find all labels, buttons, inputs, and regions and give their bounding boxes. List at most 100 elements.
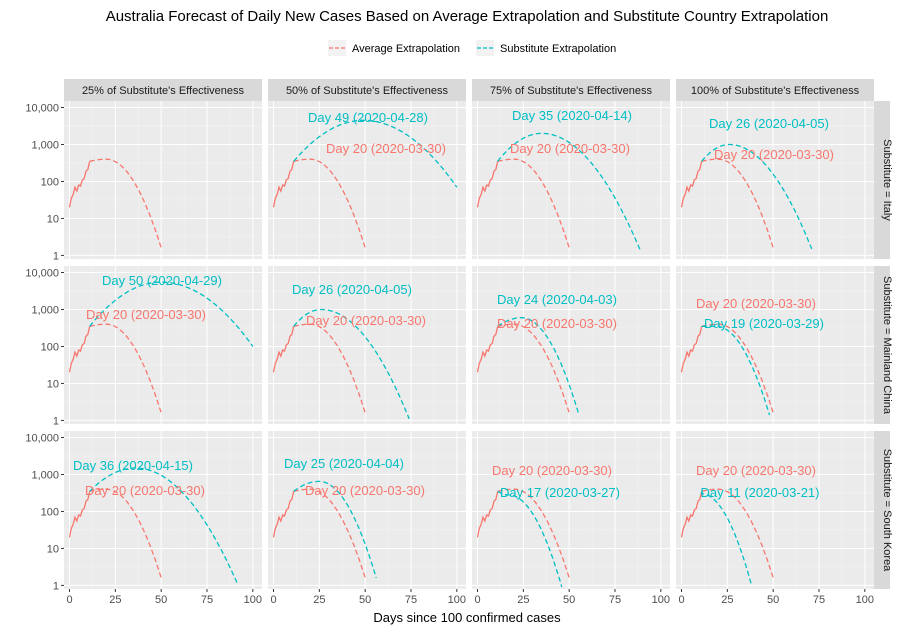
panel-background: [472, 101, 670, 259]
substitute-peak-label: Day 50 (2020-04-29): [102, 273, 222, 288]
substitute-peak-label: Day 49 (2020-04-28): [308, 110, 428, 125]
substitute-extrapolation-line: [701, 325, 771, 416]
observed-line: [680, 326, 703, 373]
average-extrapolation-line: [89, 488, 162, 579]
x-tick-label: 50: [563, 594, 575, 606]
average-peak-label: Day 20 (2020-03-30): [306, 313, 426, 328]
row-strip: [870, 266, 890, 424]
x-tick-label: 100: [856, 594, 874, 606]
panel-background: [64, 431, 262, 589]
average-peak-label: Day 20 (2020-03-30): [326, 141, 446, 156]
observed-line: [68, 161, 91, 208]
panel-background: [268, 431, 466, 589]
legend-label-substitute: Substitute Extrapolation: [500, 43, 616, 55]
observed-line: [476, 326, 499, 373]
x-tick-label: 100: [652, 594, 670, 606]
substitute-peak-label: Day 17 (2020-03-27): [500, 485, 620, 500]
average-extrapolation-line: [89, 323, 162, 414]
substitute-extrapolation-line: [293, 308, 410, 420]
y-tick-label: 1,000: [31, 139, 59, 151]
y-tick-label: 10: [47, 213, 59, 225]
substitute-extrapolation-line: [293, 480, 377, 579]
substitute-peak-label: Day 24 (2020-04-03): [497, 292, 617, 307]
average-peak-label: Day 20 (2020-03-30): [696, 463, 816, 478]
average-extrapolation-line: [497, 158, 570, 249]
average-peak-label: Day 20 (2020-03-30): [492, 463, 612, 478]
legend-label-average: Average Extrapolation: [352, 43, 460, 55]
panel-background: [676, 101, 874, 259]
row-strip: [870, 431, 890, 589]
panel-background: [64, 101, 262, 259]
y-tick-label: 10,000: [25, 433, 59, 445]
y-tick-label: 100: [41, 506, 59, 518]
average-extrapolation-line: [701, 488, 774, 579]
column-strip-label: 100% of Substitute's Effectiveness: [691, 85, 860, 97]
substitute-peak-label: Day 36 (2020-04-15): [73, 458, 193, 473]
x-tick-label: 100: [448, 594, 466, 606]
substitute-peak-label: Day 11 (2020-03-21): [701, 485, 820, 500]
x-tick-label: 75: [813, 594, 825, 606]
substitute-extrapolation-line: [497, 132, 642, 252]
y-tick-label: 1: [53, 415, 59, 427]
average-extrapolation-line: [293, 323, 366, 414]
y-tick-label: 100: [41, 341, 59, 353]
average-peak-label: Day 20 (2020-03-30): [305, 483, 425, 498]
substitute-extrapolation-line: [701, 491, 752, 585]
substitute-extrapolation-line: [293, 119, 458, 188]
x-tick-label: 0: [474, 594, 480, 606]
x-tick-label: 0: [678, 594, 684, 606]
column-strip: [676, 79, 874, 101]
average-extrapolation-line: [497, 323, 570, 414]
substitute-peak-label: Day 26 (2020-04-05): [709, 116, 829, 131]
panel-background: [472, 266, 670, 424]
y-tick-label: 10,000: [25, 103, 59, 115]
panel-background: [676, 266, 874, 424]
substitute-peak-label: Day 19 (2020-03-29): [704, 316, 824, 331]
average-extrapolation-line: [701, 158, 774, 249]
average-extrapolation-line: [701, 323, 774, 414]
average-peak-label: Day 20 (2020-03-30): [510, 141, 630, 156]
panel-background: [472, 431, 670, 589]
observed-line: [272, 491, 295, 538]
x-tick-label: 75: [201, 594, 213, 606]
x-tick-label: 50: [359, 594, 371, 606]
row-strip-label: Substitute = Italy: [881, 139, 893, 221]
observed-line: [680, 161, 703, 208]
substitute-extrapolation-line: [89, 281, 254, 347]
y-tick-label: 1: [53, 580, 59, 592]
x-tick-label: 50: [155, 594, 167, 606]
column-strip: [64, 79, 262, 101]
substitute-peak-label: Day 35 (2020-04-14): [512, 108, 632, 123]
y-tick-label: 1: [53, 250, 59, 262]
x-tick-label: 75: [609, 594, 621, 606]
substitute-extrapolation-line: [497, 317, 579, 414]
y-tick-label: 10: [47, 543, 59, 555]
column-strip: [472, 79, 670, 101]
average-peak-label: Day 20 (2020-03-30): [714, 147, 834, 162]
y-tick-label: 100: [41, 176, 59, 188]
x-tick-label: 0: [66, 594, 72, 606]
panel-background: [268, 266, 466, 424]
average-peak-label: Day 20 (2020-03-30): [85, 483, 205, 498]
panel-background: [676, 431, 874, 589]
average-peak-label: Day 20 (2020-03-30): [497, 316, 617, 331]
y-tick-label: 1,000: [31, 304, 59, 316]
column-strip-label: 75% of Substitute's Effectiveness: [490, 85, 653, 97]
x-tick-label: 75: [405, 594, 417, 606]
observed-line: [68, 326, 91, 373]
y-tick-label: 10: [47, 378, 59, 390]
average-extrapolation-line: [497, 488, 570, 579]
column-strip-label: 50% of Substitute's Effectiveness: [286, 85, 449, 97]
x-tick-label: 25: [721, 594, 733, 606]
observed-line: [68, 491, 91, 538]
substitute-extrapolation-line: [701, 143, 813, 250]
panel-background: [268, 101, 466, 259]
observed-line: [476, 161, 499, 208]
chart-title: Australia Forecast of Daily New Cases Ba…: [106, 8, 829, 25]
average-extrapolation-line: [293, 488, 366, 579]
x-tick-label: 0: [270, 594, 276, 606]
y-tick-label: 1,000: [31, 469, 59, 481]
row-strip-label: Substitute = Mainland China: [881, 276, 893, 415]
average-peak-label: Day 20 (2020-03-30): [696, 296, 816, 311]
